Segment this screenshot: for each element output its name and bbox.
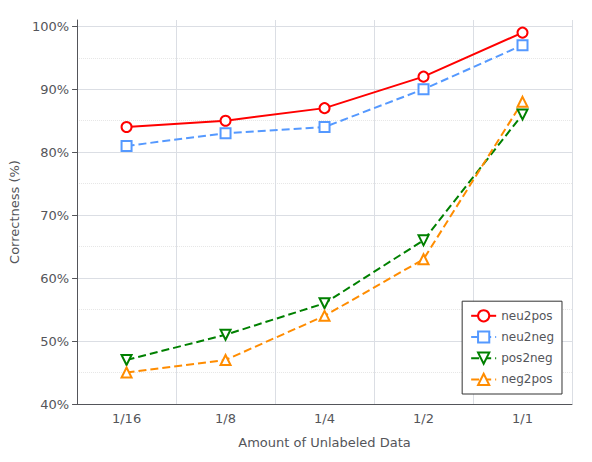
svg-text:1/8: 1/8: [215, 411, 236, 426]
svg-text:Correctness (%): Correctness (%): [7, 160, 22, 264]
svg-text:Amount of Unlabeled Data: Amount of Unlabeled Data: [238, 435, 411, 450]
svg-text:60%: 60%: [40, 271, 69, 286]
svg-text:70%: 70%: [40, 208, 69, 223]
svg-text:100%: 100%: [32, 19, 69, 34]
svg-text:1/4: 1/4: [314, 411, 335, 426]
svg-text:1/16: 1/16: [112, 411, 141, 426]
svg-text:40%: 40%: [40, 397, 69, 412]
svg-text:90%: 90%: [40, 82, 69, 97]
svg-text:1/2: 1/2: [413, 411, 434, 426]
svg-text:pos2neg: pos2neg: [501, 351, 552, 365]
svg-text:80%: 80%: [40, 145, 69, 160]
svg-text:neg2pos: neg2pos: [501, 372, 552, 386]
svg-text:1/1: 1/1: [512, 411, 533, 426]
svg-text:50%: 50%: [40, 334, 69, 349]
svg-text:neu2neg: neu2neg: [501, 330, 554, 344]
svg-text:neu2pos: neu2pos: [501, 309, 552, 323]
